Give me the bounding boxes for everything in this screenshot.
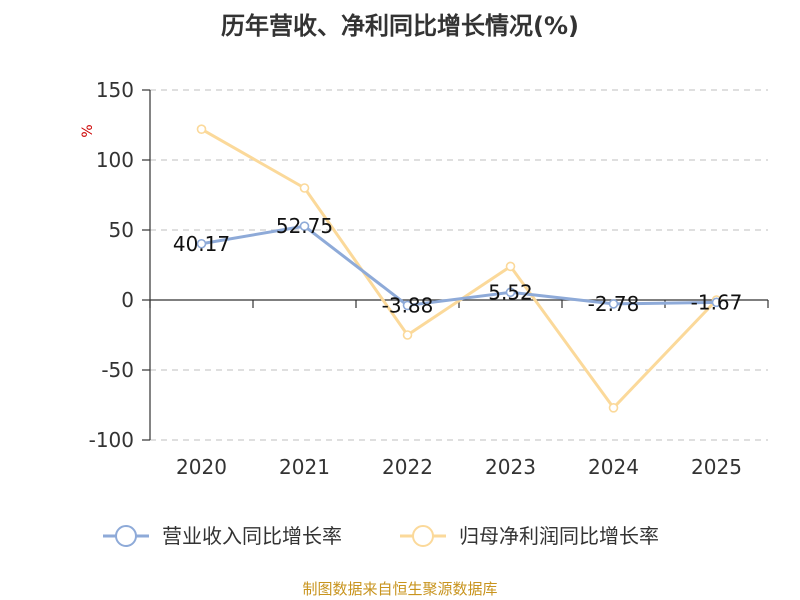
data-point-1: [505, 261, 516, 272]
y-tick-label: 0: [121, 288, 134, 312]
series-line-1: [200, 127, 718, 410]
legend: 营业收入同比增长率 归母净利润同比增长率: [103, 524, 659, 548]
x-tick-label: 2020: [176, 455, 227, 479]
x-tick-labels: 2020 2021 2022 2023 2024 2025: [176, 455, 742, 479]
series-line-0: [201, 224, 717, 307]
y-tick-labels: 150 100 50 0 -50 -100: [89, 78, 134, 452]
series-lines: [196, 124, 722, 413]
data-label: -1.67: [691, 290, 743, 314]
legend-swatch-marker: [115, 525, 137, 547]
data-point-1: [608, 402, 619, 413]
gridlines: [150, 89, 768, 441]
data-point-1: [299, 183, 310, 193]
x-tick-label: 2021: [279, 455, 330, 479]
x-tick-label: 2023: [485, 455, 536, 479]
legend-label: 营业收入同比增长率: [162, 524, 342, 548]
y-tick-label: -50: [101, 358, 134, 382]
data-label: 52.75: [276, 214, 333, 238]
x-tick-label: 2024: [588, 455, 639, 479]
data-label: 5.52: [488, 280, 533, 304]
data-label: -3.88: [382, 293, 434, 317]
y-axis-unit: %: [80, 124, 96, 137]
y-tick-label: 100: [96, 148, 134, 172]
data-point-0: [299, 221, 310, 231]
data-point-1: [196, 124, 207, 134]
data-point-0: [711, 297, 722, 308]
y-tick-label: 50: [109, 218, 134, 242]
chart-title: 历年营收、净利同比增长情况(%): [221, 12, 579, 40]
legend-label: 归母净利润同比增长率: [459, 524, 659, 548]
x-tick-label: 2022: [382, 455, 433, 479]
x-tick-label: 2025: [691, 455, 742, 479]
data-point-0: [608, 299, 619, 309]
source-note: 制图数据来自恒生聚源数据库: [302, 580, 498, 598]
data-label: -2.78: [588, 292, 640, 316]
data-point-0: [505, 287, 516, 298]
data-labels: 40.17 52.75 -3.88 5.52 -2.78 -1.67: [173, 214, 743, 317]
data-label: 40.17: [173, 232, 230, 256]
y-tick-label: -100: [89, 428, 134, 452]
legend-swatch-marker: [412, 525, 434, 547]
data-point-1: [402, 330, 413, 340]
y-tick-label: 150: [96, 78, 134, 102]
axes: [142, 89, 769, 441]
data-point-0: [196, 238, 207, 249]
data-point-0: [402, 300, 413, 311]
